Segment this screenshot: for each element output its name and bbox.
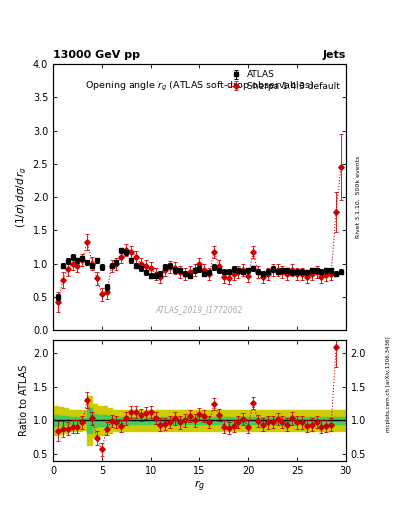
- Y-axis label: $(1/\sigma)\,d\sigma/d\,r_g$: $(1/\sigma)\,d\sigma/d\,r_g$: [14, 166, 29, 228]
- Text: mcplots.cern.ch [arXiv:1306.3436]: mcplots.cern.ch [arXiv:1306.3436]: [386, 336, 391, 432]
- Y-axis label: Ratio to ATLAS: Ratio to ATLAS: [18, 365, 29, 436]
- Y-axis label: Rivet 3.1.10,  500k events: Rivet 3.1.10, 500k events: [356, 156, 361, 238]
- Text: Jets: Jets: [323, 50, 346, 60]
- Text: 13000 GeV pp: 13000 GeV pp: [53, 50, 140, 60]
- Text: ATLAS_2019_I1772062: ATLAS_2019_I1772062: [156, 305, 243, 314]
- Text: Opening angle $r_g$ (ATLAS soft-drop observables): Opening angle $r_g$ (ATLAS soft-drop obs…: [85, 80, 314, 93]
- Legend: ATLAS, Sherpa 1.4.3 default: ATLAS, Sherpa 1.4.3 default: [228, 69, 342, 93]
- X-axis label: $r_g$: $r_g$: [194, 478, 205, 494]
